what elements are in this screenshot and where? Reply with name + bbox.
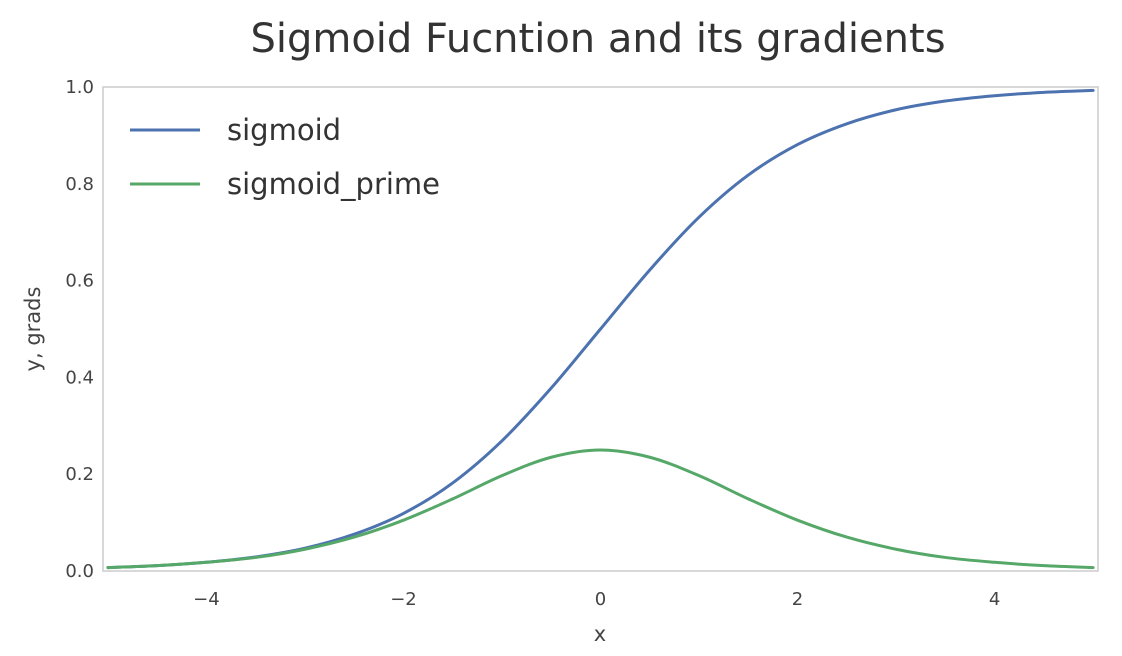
chart-title: Sigmoid Fucntion and its gradients [250, 16, 945, 62]
series-line-sigmoid-prime [106, 448, 1095, 570]
y-tick-label: 1.0 [65, 77, 94, 98]
y-axis: 0.0 0.2 0.4 0.6 0.8 1.0 [65, 77, 94, 582]
x-axis-label: x [594, 622, 606, 646]
y-tick-label: 0.0 [65, 561, 94, 582]
y-tick-label: 0.8 [65, 174, 94, 195]
y-tick-label: 0.4 [65, 367, 94, 388]
legend-label-sigmoid-prime: sigmoid_prime [227, 167, 440, 201]
x-tick-label: 4 [989, 589, 1000, 610]
x-tick-label: 0 [595, 589, 606, 610]
x-tick-label: 2 [792, 589, 803, 610]
y-axis-label: y, grads [21, 287, 45, 372]
x-axis: −4 −2 0 2 4 [193, 589, 1000, 610]
legend: sigmoid sigmoid_prime [130, 113, 440, 201]
y-tick-label: 0.2 [65, 464, 94, 485]
series-lines [106, 88, 1095, 570]
x-tick-label: −2 [390, 589, 417, 610]
y-tick-label: 0.6 [65, 271, 94, 292]
x-tick-label: −4 [193, 589, 220, 610]
legend-label-sigmoid: sigmoid [227, 113, 341, 147]
